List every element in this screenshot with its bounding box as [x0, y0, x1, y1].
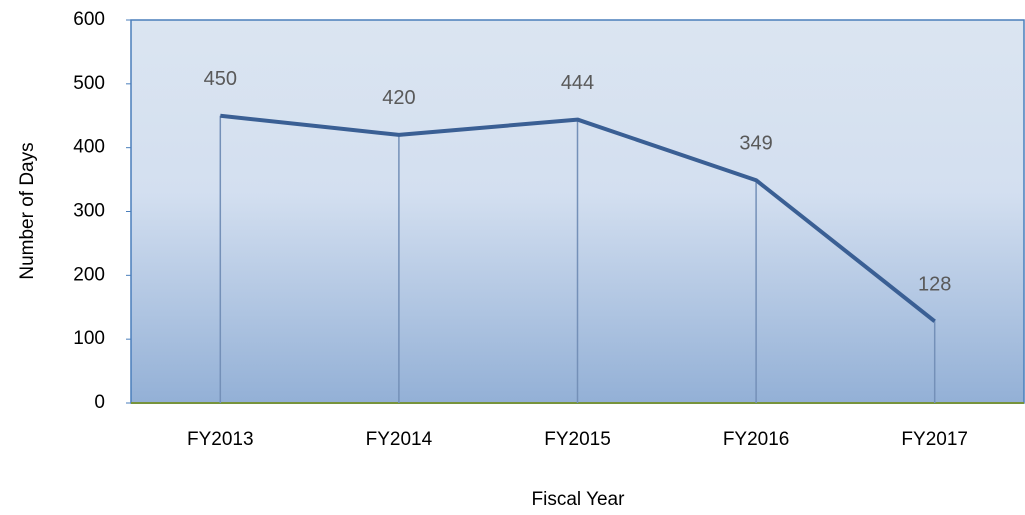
line [220, 113, 936, 323]
y-tick-label: 200 [73, 264, 105, 285]
x-tick-label: FY2016 [723, 429, 790, 450]
data-label: 420 [382, 87, 415, 109]
y-tick-label: 0 [94, 392, 105, 413]
data-label: 128 [918, 274, 951, 296]
y-axis-label: Number of Days [17, 142, 38, 279]
x-tick-label: FY2015 [544, 429, 611, 450]
data-label: 450 [204, 68, 237, 90]
y-tick-label: 500 [73, 73, 105, 94]
y-tick-label: 400 [73, 137, 105, 158]
data-label: 349 [739, 133, 772, 155]
data-label: 444 [561, 72, 594, 94]
y-tick-label: 300 [73, 201, 105, 222]
x-tick-label: FY2014 [366, 429, 433, 450]
y-tick-label: 100 [73, 328, 105, 349]
x-axis-label: Fiscal Year [532, 489, 626, 510]
x-tick-label: FY2013 [187, 429, 254, 450]
x-tick-label: FY2017 [901, 429, 968, 450]
y-tick-label: 600 [73, 9, 105, 30]
